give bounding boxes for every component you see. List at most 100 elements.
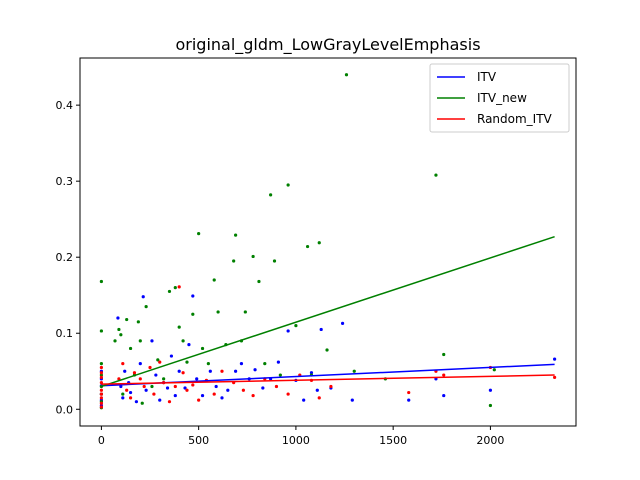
scatter-point bbox=[119, 384, 123, 389]
scatter-point bbox=[286, 329, 290, 333]
scatter-point bbox=[276, 360, 280, 364]
scatter-point bbox=[329, 384, 333, 389]
scatter-point bbox=[148, 365, 152, 370]
scatter-point bbox=[121, 392, 125, 396]
scatter-point bbox=[154, 373, 158, 377]
scatter-point bbox=[177, 285, 181, 289]
scatter-point bbox=[352, 369, 356, 373]
scatter-point bbox=[183, 386, 187, 390]
scatter-point bbox=[99, 362, 103, 366]
scatter-point bbox=[553, 375, 557, 379]
x-tick-label: 0 bbox=[98, 434, 105, 447]
scatter-point bbox=[99, 405, 103, 409]
scatter-point bbox=[138, 362, 142, 366]
scatter-point bbox=[251, 254, 255, 259]
scatter-point bbox=[158, 360, 162, 364]
scatter-point bbox=[167, 400, 172, 404]
scatter-point bbox=[319, 327, 323, 332]
scatter-point bbox=[173, 393, 177, 398]
scatter-point bbox=[212, 392, 216, 396]
scatter-point bbox=[434, 173, 438, 177]
y-tick-label: 0.1 bbox=[56, 327, 74, 340]
scatter-point bbox=[121, 396, 125, 400]
scatter-point bbox=[156, 358, 160, 362]
legend-box bbox=[429, 63, 570, 133]
scatter-point bbox=[150, 384, 154, 389]
scatter-point bbox=[226, 388, 230, 392]
scatter-point bbox=[99, 371, 103, 375]
legend-label: ITV_new bbox=[477, 91, 527, 105]
scatter-point bbox=[140, 401, 144, 405]
scatter-point bbox=[123, 369, 127, 373]
scatter-point bbox=[309, 371, 314, 375]
scatter-point bbox=[187, 343, 191, 347]
x-tick-label: 500 bbox=[188, 434, 209, 447]
scatter-point bbox=[181, 339, 185, 343]
scatter-point bbox=[553, 357, 557, 361]
scatter-point bbox=[128, 396, 133, 400]
scatter-point bbox=[251, 393, 255, 398]
x-tick-label: 1500 bbox=[379, 434, 407, 447]
scatter-point bbox=[407, 390, 411, 395]
scatter-point bbox=[99, 401, 103, 405]
scatter-point bbox=[173, 384, 177, 389]
scatter-point bbox=[185, 388, 189, 392]
scatter-point bbox=[125, 388, 129, 392]
scatter-point bbox=[220, 369, 224, 373]
scatter-point bbox=[261, 386, 265, 390]
scatter-point bbox=[286, 183, 290, 187]
scatter-point bbox=[286, 392, 290, 396]
scatter-point bbox=[99, 279, 103, 284]
scatter-point bbox=[181, 371, 185, 375]
scatter-point bbox=[243, 310, 247, 314]
trend-line bbox=[101, 374, 555, 385]
scatter-point bbox=[158, 398, 162, 402]
scatter-point bbox=[241, 388, 245, 392]
scatter-point bbox=[142, 384, 146, 389]
scatter-point bbox=[278, 373, 282, 377]
scatter-point bbox=[144, 388, 148, 392]
scatter-point bbox=[185, 360, 189, 364]
scatter-point bbox=[141, 295, 145, 299]
scatter-points bbox=[99, 73, 557, 410]
scatter-point bbox=[173, 286, 177, 290]
scatter-point bbox=[99, 392, 103, 396]
scatter-point bbox=[134, 400, 139, 404]
scatter-point bbox=[492, 368, 496, 372]
scatter-point bbox=[150, 339, 154, 343]
scatter-point bbox=[132, 371, 137, 375]
y-tick-label: 0.3 bbox=[56, 175, 74, 188]
scatter-point bbox=[191, 383, 195, 387]
scatter-point bbox=[214, 384, 218, 389]
scatter-point bbox=[167, 289, 172, 294]
scatter-point bbox=[212, 278, 216, 282]
scatter-point bbox=[220, 396, 224, 400]
scatter-point bbox=[138, 377, 142, 381]
scatter-point bbox=[119, 333, 123, 337]
scatter-point bbox=[197, 398, 201, 402]
plot-area bbox=[99, 73, 557, 410]
scatter-point bbox=[117, 327, 121, 332]
scatter-point bbox=[274, 384, 279, 389]
scatter-point bbox=[272, 259, 277, 263]
scatter-point bbox=[340, 321, 345, 325]
scatter-point bbox=[162, 377, 166, 381]
axes-frame bbox=[79, 57, 577, 427]
scatter-point bbox=[216, 310, 220, 314]
scatter-point bbox=[488, 403, 493, 408]
scatter-point bbox=[350, 398, 354, 402]
scatter-point bbox=[488, 388, 493, 392]
scatter-point bbox=[144, 305, 148, 309]
scatter-point bbox=[191, 312, 195, 316]
scatter-point bbox=[99, 365, 103, 370]
scatter-point bbox=[99, 329, 103, 333]
scatter-point bbox=[191, 294, 195, 298]
scatter-point bbox=[116, 316, 120, 320]
scatter-point bbox=[234, 233, 238, 237]
legend-label: Random_ITV bbox=[477, 112, 553, 126]
scatter-point bbox=[206, 362, 210, 366]
y-tick-label: 0.4 bbox=[56, 99, 74, 112]
scatter-point bbox=[257, 279, 261, 284]
scatter-point bbox=[99, 388, 103, 392]
